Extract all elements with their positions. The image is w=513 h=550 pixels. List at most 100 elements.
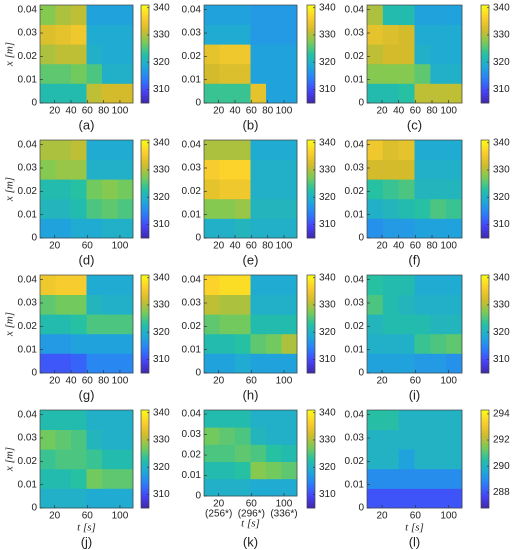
heat-cell <box>86 353 103 374</box>
y-tick-label: 0.04 <box>182 274 202 285</box>
heat-cell <box>367 83 384 104</box>
colorbar-swatch <box>307 414 315 418</box>
plot-frame <box>39 139 134 239</box>
heat-cell <box>204 159 220 180</box>
colorbar-swatch <box>307 73 315 77</box>
colorbar-swatch <box>141 19 149 23</box>
colorbar-swatch <box>307 463 315 467</box>
heat-cell <box>40 179 56 200</box>
colorbar-swatch <box>481 230 489 234</box>
y-tick-label: 0.01 <box>345 344 365 355</box>
colorbar-swatch <box>307 319 315 322</box>
colorbar-swatch <box>481 215 489 219</box>
colorbar-swatch <box>307 370 315 374</box>
heat-cell <box>398 44 415 65</box>
heat-cell <box>40 83 56 104</box>
colorbar-swatch <box>307 142 315 146</box>
y-tick-label: 0.02 <box>182 186 202 197</box>
x-tick-label: 20 <box>49 241 61 252</box>
heat-cell <box>204 353 220 374</box>
heat-cell <box>55 63 72 84</box>
heat-cell <box>266 353 282 374</box>
colorbar-swatch <box>481 439 489 443</box>
colorbar-tick-label: 330 <box>153 30 170 41</box>
colorbar-swatch <box>141 439 149 443</box>
colorbar-swatch <box>481 343 489 347</box>
colorbar-tick-label: 330 <box>153 435 170 446</box>
heat-cell <box>102 5 118 25</box>
colorbar-tick-label: 310 <box>153 354 170 365</box>
colorbar-swatch <box>307 98 315 101</box>
heat-cell <box>398 5 415 25</box>
y-tick-label: 0.02 <box>345 456 365 467</box>
y-tick-label: 0.03 <box>18 298 38 309</box>
x-tick-label: 20 <box>49 106 61 117</box>
heat-cell <box>250 333 267 354</box>
x-tick-label: 80 <box>426 106 438 117</box>
heat-cell <box>367 410 384 430</box>
colorbar-swatch <box>141 289 149 293</box>
colorbar-swatch <box>141 201 149 205</box>
heat-cell <box>102 410 118 430</box>
heat-cell <box>446 159 463 180</box>
colorbar-swatch <box>141 230 149 234</box>
heat-cell <box>55 488 72 509</box>
colorbar-swatch <box>481 466 489 470</box>
colorbar-swatch <box>141 363 149 367</box>
colorbar-swatch <box>141 51 149 55</box>
colorbar-swatch <box>481 495 489 499</box>
colorbar-swatch <box>141 220 149 224</box>
heat-cell <box>446 218 463 239</box>
colorbar-swatch <box>141 17 149 21</box>
heat-cell <box>382 449 400 470</box>
heat-cell <box>86 429 103 450</box>
colorbar-swatch <box>481 483 489 487</box>
colorbar-swatch <box>141 358 149 362</box>
heat-cell <box>204 461 220 480</box>
colorbar-swatch <box>141 319 149 322</box>
y-tick-label: 0.01 <box>345 74 365 85</box>
colorbar-swatch <box>307 215 315 219</box>
colorbar-swatch <box>141 46 149 50</box>
colorbar-swatch <box>141 191 149 195</box>
heat-cell <box>367 488 384 509</box>
heat-cell <box>446 449 463 470</box>
colorbar-tick-label: 310 <box>319 84 336 95</box>
heat-cell <box>446 179 463 200</box>
colorbar-tick-label: 340 <box>319 2 336 13</box>
heat-cell <box>367 353 384 374</box>
x-tick-label: 20 <box>376 106 388 117</box>
heat-cell <box>266 461 282 480</box>
heat-cell <box>446 314 463 335</box>
heat-cell <box>266 159 282 180</box>
colorbar-swatch <box>481 58 489 62</box>
panel: 0 0.01 0.02 0.03 0.04 20 40 60 80 100 (c) 310 320 330… <box>345 2 511 132</box>
heat-cell <box>281 427 298 445</box>
y-tick-label: 0.04 <box>345 139 365 150</box>
heat-cell <box>367 468 384 489</box>
y-tick-label: 0.02 <box>345 186 365 197</box>
colorbar-swatch <box>481 7 489 11</box>
colorbar-swatch <box>141 434 149 438</box>
colorbar-swatch <box>307 299 315 303</box>
colorbar-swatch <box>307 208 315 212</box>
heat-cell <box>446 63 463 84</box>
colorbar-swatch <box>481 147 489 151</box>
y-tick-label: 0.01 <box>182 470 202 481</box>
y-tick-label: 0.02 <box>345 321 365 332</box>
colorbar-swatch <box>307 304 315 308</box>
heat-cell <box>414 314 431 335</box>
heat-cell <box>430 429 447 450</box>
plot-frame <box>39 4 134 104</box>
colorbar-swatch <box>307 66 315 70</box>
heat-cell <box>102 24 118 45</box>
heat-cell <box>71 429 87 450</box>
heat-cell <box>55 294 72 315</box>
heat-cell <box>40 353 56 374</box>
y-tick-label: 0.04 <box>182 4 202 15</box>
heat-cell <box>446 44 463 65</box>
colorbar-swatch <box>481 27 489 30</box>
heat-cell <box>71 410 87 430</box>
x-tick-label: 100 <box>112 106 129 117</box>
colorbar-tick-label: 310 <box>493 84 510 95</box>
